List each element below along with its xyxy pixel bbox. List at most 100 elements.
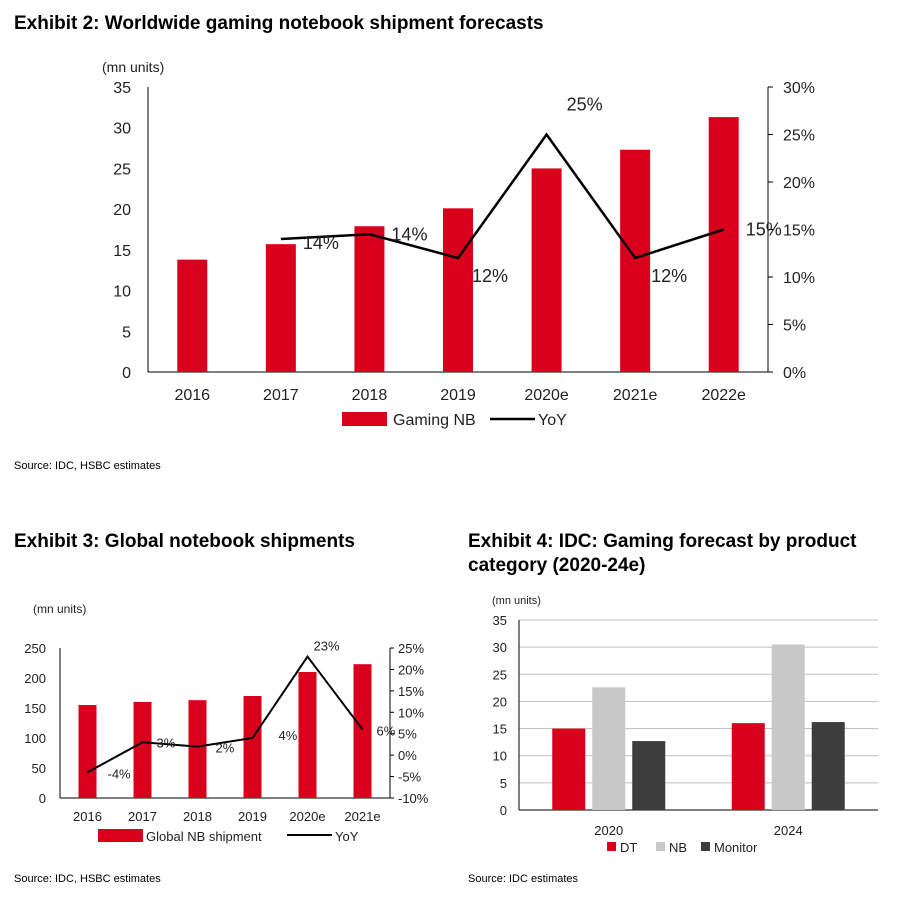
exhibit3-x-tick-label: 2016 <box>73 809 102 824</box>
exhibit2-bar <box>620 149 651 372</box>
exhibit3-yoy-line <box>87 654 364 774</box>
exhibit2-right-tick-label: 20% <box>783 175 815 192</box>
exhibit3-left-tick-label: 250 <box>24 641 46 656</box>
exhibit2-yoy-data-label: 14% <box>391 224 427 244</box>
exhibit3-bar <box>243 696 262 798</box>
exhibit2-x-tick-label: 2019 <box>440 387 476 404</box>
exhibit3-bar <box>78 705 97 798</box>
exhibit2-bar <box>177 259 208 372</box>
exhibit2-left-tick-label: 25 <box>113 161 131 178</box>
exhibit3-yoy-data-label: 23% <box>314 639 340 654</box>
exhibit4-bar <box>552 728 586 810</box>
exhibit3-legend-swatch-bar <box>98 829 143 842</box>
exhibit4-legend-label: NB <box>669 840 687 855</box>
exhibit2-legend-swatch-bar <box>342 412 387 426</box>
exhibit3-legend-label-line: YoY <box>335 829 359 844</box>
exhibit4-legend-swatch <box>656 842 665 851</box>
exhibit3-left-tick-label: 0 <box>39 791 46 806</box>
exhibit2-left-tick-label: 35 <box>113 80 131 97</box>
exhibit4-left-tick-label: 0 <box>500 803 507 818</box>
exhibit2-yoy-data-label: 25% <box>567 95 603 115</box>
exhibit2-right-tick-label: 5% <box>783 318 806 335</box>
exhibit4-x-tick-label: 2020 <box>594 823 623 838</box>
exhibit3-unit-label: (mn units) <box>33 602 86 616</box>
exhibit2-title: Exhibit 2: Worldwide gaming notebook shi… <box>14 13 544 34</box>
exhibit3-title: Exhibit 3: Global notebook shipments <box>14 531 355 552</box>
exhibit2-right-tick-label: 15% <box>783 223 815 240</box>
exhibit3-bar <box>298 672 317 798</box>
exhibit3-right-tick-label: 15% <box>398 684 424 699</box>
exhibit3-yoy-data-label: 3% <box>157 735 176 750</box>
exhibit2-right-tick-label: 30% <box>783 80 815 97</box>
exhibit3-yoy-data-label: 6% <box>377 723 396 738</box>
exhibit2-bar <box>443 208 473 372</box>
exhibit2-right-tick-label: 0% <box>783 365 806 382</box>
exhibit2-source: Source: IDC, HSBC estimates <box>14 460 161 472</box>
exhibit4-title-line1: Exhibit 4: IDC: Gaming forecast by produ… <box>468 531 857 552</box>
exhibit4-left-tick-label: 5 <box>500 776 507 791</box>
exhibit3-legend-label-bar: Global NB shipment <box>146 829 262 844</box>
exhibit3-x-tick-label: 2018 <box>183 809 212 824</box>
exhibit2-left-tick-label: 15 <box>113 243 131 260</box>
exhibit2-yoy-data-label: 12% <box>472 266 508 286</box>
exhibit4-source: Source: IDC estimates <box>468 873 579 885</box>
exhibit3-bar <box>188 700 207 798</box>
exhibit3-left-tick-label: 200 <box>24 671 46 686</box>
exhibit2-x-tick-label: 2020e <box>524 387 569 404</box>
exhibit2-bar <box>354 226 385 372</box>
exhibit2-left-tick-label: 0 <box>122 365 131 382</box>
exhibit2-yoy-data-label: 14% <box>303 233 339 253</box>
exhibit2-x-tick-label: 2018 <box>352 387 388 404</box>
exhibit3-right-tick-label: 25% <box>398 641 424 656</box>
exhibit3-x-tick-label: 2020e <box>289 809 325 824</box>
exhibit2-x-tick-label: 2022e <box>701 387 746 404</box>
exhibit3-left-tick-label: 150 <box>24 701 46 716</box>
exhibit3-right-tick-label: -5% <box>398 770 422 785</box>
exhibit3-bar <box>353 664 372 798</box>
exhibit4-bar <box>632 741 666 810</box>
exhibit2-right-tick-label: 25% <box>783 128 815 145</box>
exhibit2-x-tick-label: 2021e <box>613 387 658 404</box>
exhibit2-x-tick-label: 2016 <box>174 387 210 404</box>
exhibit4-left-tick-label: 15 <box>493 722 507 737</box>
exhibit3-x-tick-label: 2021e <box>344 809 380 824</box>
exhibit3-right-tick-label: 0% <box>398 748 417 763</box>
exhibit3-right-tick-label: 10% <box>398 705 424 720</box>
exhibit2-yoy-data-label: 15% <box>746 220 782 240</box>
exhibit3-x-tick-label: 2019 <box>238 809 267 824</box>
exhibit3-right-tick-label: -10% <box>398 791 429 806</box>
exhibit2-x-tick-label: 2017 <box>263 387 299 404</box>
exhibit3-x-tick-label: 2017 <box>128 809 157 824</box>
exhibit2-left-tick-label: 5 <box>122 324 131 341</box>
exhibit4-title-line2: category (2020-24e) <box>468 555 646 576</box>
exhibit3-yoy-data-label: 4% <box>279 728 298 743</box>
exhibit2-left-tick-label: 10 <box>113 284 131 301</box>
exhibit3-right-tick-label: 5% <box>398 727 417 742</box>
exhibit4-legend-label: Monitor <box>714 840 758 855</box>
exhibit3-source: Source: IDC, HSBC estimates <box>14 873 161 885</box>
exhibit2-bar <box>708 117 739 372</box>
exhibit3-left-tick-label: 100 <box>24 731 46 746</box>
exhibit4-legend-swatch <box>701 842 710 851</box>
exhibit4-left-tick-label: 25 <box>493 667 507 682</box>
exhibit3-yoy-data-label: -4% <box>108 766 132 781</box>
exhibit4-left-tick-label: 35 <box>493 613 507 628</box>
exhibit4-bar <box>592 687 626 810</box>
exhibit2-yoy-line <box>280 132 725 260</box>
exhibit4-bar <box>771 644 805 810</box>
exhibit2-bar <box>265 244 296 372</box>
exhibit3-yoy-data-label: 2% <box>216 741 235 756</box>
exhibit4-bar <box>811 722 845 810</box>
exhibit2-bar <box>531 168 562 372</box>
exhibit4-legend-swatch <box>607 842 616 851</box>
exhibit3-left-tick-label: 50 <box>32 761 46 776</box>
exhibit2-legend-label-bar: Gaming NB <box>393 412 476 429</box>
exhibit3-bar <box>133 702 152 798</box>
exhibit4-left-tick-label: 10 <box>493 749 507 764</box>
exhibit4-bar <box>731 723 765 810</box>
exhibit2-unit-label: (mn units) <box>102 59 164 75</box>
exhibit2-legend-label-line: YoY <box>538 412 567 429</box>
exhibit4-left-tick-label: 20 <box>493 694 507 709</box>
exhibit2-left-tick-label: 30 <box>113 121 131 138</box>
